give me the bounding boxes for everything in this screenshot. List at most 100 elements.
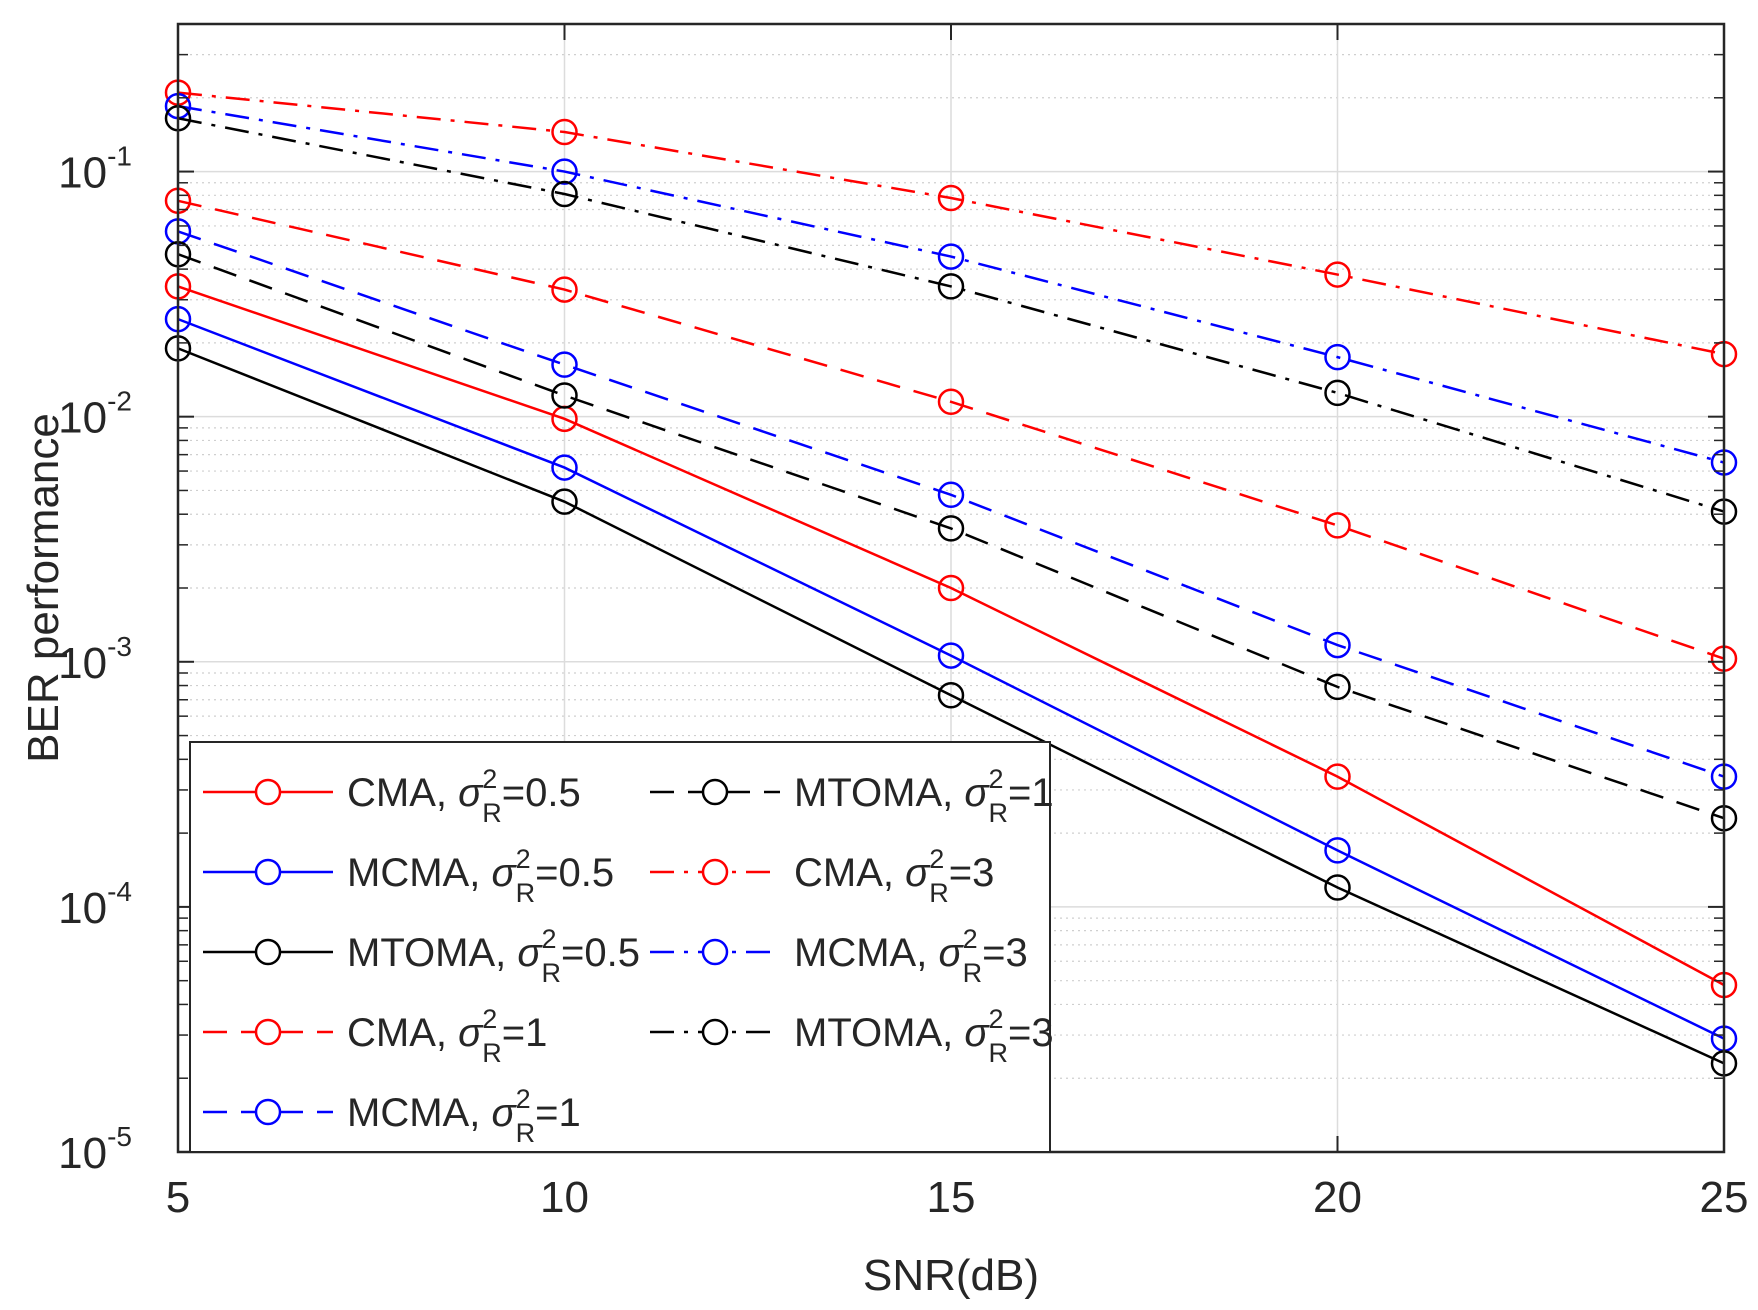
data-point: [1324, 512, 1351, 539]
legend-sigma: σ: [964, 771, 990, 815]
legend-marker: [701, 938, 729, 966]
y-tick-exponent: -5: [107, 1121, 132, 1152]
legend-algo: MTOMA: [794, 1011, 942, 1055]
data-point: [1324, 763, 1351, 790]
x-tick-label: 20: [1313, 1173, 1362, 1222]
data-point: [1324, 261, 1351, 288]
legend-comma: ,: [916, 931, 938, 975]
legend-label: MTOMA, σ2 R=3: [794, 1004, 1054, 1068]
series-line: [177, 317, 1725, 1040]
series-line: [177, 91, 1725, 356]
legend-box: [189, 741, 1051, 1153]
legend-sigma-sup: 2: [482, 1004, 497, 1034]
legend-marker: [701, 1018, 729, 1046]
legend-sigma: σ: [491, 851, 517, 895]
data-point: [937, 388, 965, 416]
legend-sigma-value: =0.5: [502, 771, 581, 815]
legend-label: CMA, σ2 R=3: [794, 844, 994, 908]
series-line: [177, 347, 1725, 1065]
legend-marker: [701, 778, 729, 806]
y-tick-base: 10: [58, 639, 107, 688]
legend-sigma-value: =1: [1008, 771, 1054, 815]
legend-algo: MCMA: [347, 1091, 470, 1135]
x-tick-label: 10: [540, 1173, 589, 1222]
legend-entry: MTOMA, σ2 R=1: [650, 764, 1054, 828]
data-point: [937, 515, 965, 542]
legend-comma: ,: [436, 771, 458, 815]
data-point: [551, 276, 578, 303]
legend-sigma-value: =3: [949, 851, 995, 895]
y-tick-label: 10-4: [58, 876, 132, 933]
legend-comma: ,: [436, 1011, 458, 1055]
y-tick-label: 10-2: [58, 386, 132, 443]
legend-sigma-sup: 2: [482, 764, 497, 794]
y-tick-exponent: -4: [107, 876, 132, 907]
data-point: [937, 243, 965, 270]
legend-marker: [254, 1018, 282, 1046]
legend-sigma-sup: 2: [929, 844, 944, 874]
legend-label: MCMA, σ2 R=3: [794, 924, 1028, 988]
data-point: [937, 481, 965, 509]
y-tick-base: 10: [58, 884, 107, 933]
legend-entry: MCMA, σ2 R=1: [203, 1084, 581, 1148]
tick-layer: 10-110-210-310-410-55 10 15 20 25: [58, 23, 1749, 1222]
legend-marker: [254, 858, 282, 886]
series-line: [177, 104, 1725, 464]
legend-sigma-value: =3: [982, 931, 1028, 975]
y-axis-title: BER performance: [19, 413, 68, 763]
data-point: [551, 351, 578, 378]
series-line: [177, 117, 1725, 513]
y-tick-exponent: -3: [107, 631, 132, 662]
series-line: [177, 230, 1725, 778]
legend-comma: ,: [942, 771, 964, 815]
legend-label: MTOMA, σ2 R=0.5: [347, 924, 640, 988]
y-tick-label: 10-3: [58, 631, 132, 688]
legend-sigma: σ: [905, 851, 931, 895]
y-tick-base: 10: [58, 394, 107, 443]
data-point: [937, 184, 965, 212]
series-layer: [164, 79, 1738, 1077]
legend-algo: CMA: [347, 1011, 436, 1055]
legend-sigma: σ: [938, 931, 964, 975]
legend-marker: [254, 778, 282, 806]
data-point: [1324, 631, 1351, 659]
y-tick-exponent: -2: [107, 386, 132, 417]
legend-sigma-value: =0.5: [535, 851, 614, 895]
legend-sigma-sup: 2: [989, 1004, 1004, 1034]
series-line: [177, 285, 1725, 987]
legend-sigma-value: =0.5: [561, 931, 640, 975]
y-tick-base: 10: [58, 149, 107, 198]
legend-sigma-sup: 2: [989, 764, 1004, 794]
legend-sigma-sup: 2: [516, 1084, 531, 1114]
data-point: [937, 574, 965, 602]
legend-sigma: σ: [964, 1011, 990, 1055]
data-point: [551, 158, 578, 185]
legend-marker: [254, 1098, 282, 1126]
legend-algo: MTOMA: [347, 931, 495, 975]
legend-sigma-sup: 2: [542, 924, 557, 954]
legend-label: MCMA, σ2 R=0.5: [347, 844, 614, 908]
y-tick-exponent: -1: [107, 141, 132, 172]
series-mcma-solid: [164, 305, 1738, 1052]
data-point: [1324, 673, 1351, 701]
data-point: [551, 488, 578, 515]
legend-marker: [701, 858, 729, 886]
x-tick-label: 25: [1700, 1173, 1749, 1222]
legend-comma: ,: [469, 851, 491, 895]
data-point: [551, 180, 578, 208]
data-point: [937, 682, 965, 709]
legend-label: CMA, σ2 R=0.5: [347, 764, 581, 828]
legend-sigma-sub: R: [542, 958, 562, 988]
y-tick-label: 10-1: [58, 141, 132, 198]
x-axis-title: SNR(dB): [863, 1251, 1039, 1300]
legend-algo: MCMA: [347, 851, 470, 895]
legend-sigma-sup: 2: [963, 924, 978, 954]
legend-sigma-sub: R: [989, 798, 1009, 828]
series-line: [177, 253, 1725, 820]
legend-comma: ,: [942, 1011, 964, 1055]
legend-sigma-sub: R: [989, 1038, 1009, 1068]
data-point: [937, 273, 965, 300]
legend-sigma: σ: [517, 931, 543, 975]
